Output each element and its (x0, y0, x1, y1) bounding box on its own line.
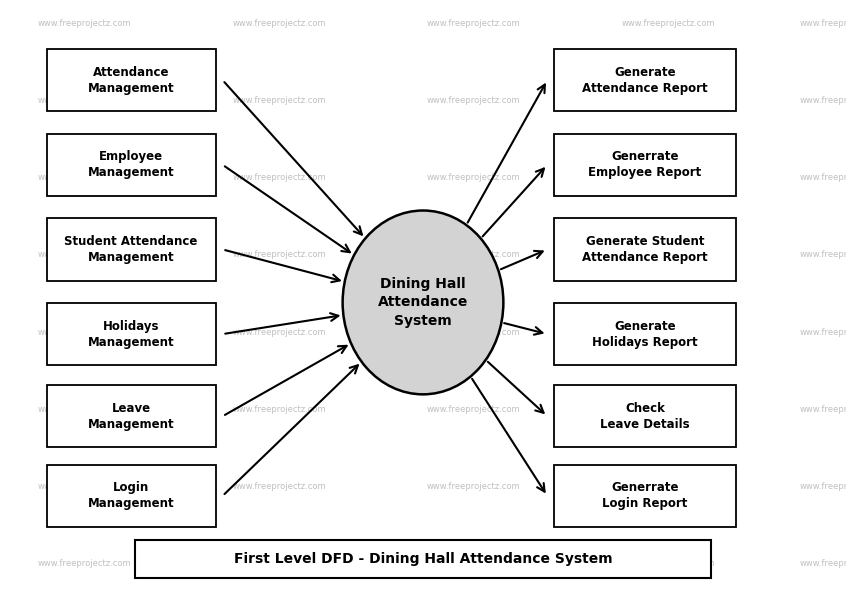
Text: www.freeprojectz.com: www.freeprojectz.com (38, 173, 131, 183)
Text: www.freeprojectz.com: www.freeprojectz.com (799, 404, 846, 414)
Text: www.freeprojectz.com: www.freeprojectz.com (233, 327, 326, 337)
Text: Generate
Holidays Report: Generate Holidays Report (592, 320, 698, 349)
Text: www.freeprojectz.com: www.freeprojectz.com (38, 404, 131, 414)
Text: www.freeprojectz.com: www.freeprojectz.com (427, 559, 520, 568)
Text: www.freeprojectz.com: www.freeprojectz.com (622, 250, 715, 260)
Text: www.freeprojectz.com: www.freeprojectz.com (233, 404, 326, 414)
FancyBboxPatch shape (554, 465, 736, 527)
Text: www.freeprojectz.com: www.freeprojectz.com (233, 96, 326, 106)
Text: www.freeprojectz.com: www.freeprojectz.com (799, 250, 846, 260)
FancyBboxPatch shape (554, 218, 736, 280)
FancyBboxPatch shape (47, 465, 216, 527)
Text: First Level DFD - Dining Hall Attendance System: First Level DFD - Dining Hall Attendance… (233, 552, 613, 566)
Text: www.freeprojectz.com: www.freeprojectz.com (799, 482, 846, 491)
Text: www.freeprojectz.com: www.freeprojectz.com (622, 96, 715, 106)
FancyBboxPatch shape (554, 385, 736, 447)
Text: Generate
Attendance Report: Generate Attendance Report (582, 66, 708, 94)
Text: www.freeprojectz.com: www.freeprojectz.com (233, 482, 326, 491)
FancyBboxPatch shape (554, 303, 736, 365)
FancyBboxPatch shape (554, 49, 736, 111)
Text: www.freeprojectz.com: www.freeprojectz.com (38, 250, 131, 260)
Text: www.freeprojectz.com: www.freeprojectz.com (38, 559, 131, 568)
Text: Login
Management: Login Management (88, 482, 174, 511)
Text: www.freeprojectz.com: www.freeprojectz.com (38, 96, 131, 106)
Text: www.freeprojectz.com: www.freeprojectz.com (427, 19, 520, 28)
Text: www.freeprojectz.com: www.freeprojectz.com (622, 482, 715, 491)
Text: www.freeprojectz.com: www.freeprojectz.com (799, 96, 846, 106)
Text: www.freeprojectz.com: www.freeprojectz.com (233, 559, 326, 568)
Text: www.freeprojectz.com: www.freeprojectz.com (799, 559, 846, 568)
Text: Student Attendance
Management: Student Attendance Management (64, 235, 198, 264)
Text: Employee
Management: Employee Management (88, 150, 174, 179)
FancyBboxPatch shape (47, 385, 216, 447)
FancyBboxPatch shape (135, 540, 711, 578)
FancyBboxPatch shape (554, 133, 736, 196)
Text: Attendance
Management: Attendance Management (88, 66, 174, 94)
Text: Generate Student
Attendance Report: Generate Student Attendance Report (582, 235, 708, 264)
Text: Generrate
Login Report: Generrate Login Report (602, 482, 688, 511)
Text: www.freeprojectz.com: www.freeprojectz.com (622, 404, 715, 414)
Text: www.freeprojectz.com: www.freeprojectz.com (427, 250, 520, 260)
Text: www.freeprojectz.com: www.freeprojectz.com (622, 173, 715, 183)
Text: www.freeprojectz.com: www.freeprojectz.com (622, 559, 715, 568)
Text: www.freeprojectz.com: www.freeprojectz.com (622, 327, 715, 337)
Text: www.freeprojectz.com: www.freeprojectz.com (233, 19, 326, 28)
Text: Generrate
Employee Report: Generrate Employee Report (589, 150, 701, 179)
Text: www.freeprojectz.com: www.freeprojectz.com (799, 327, 846, 337)
Text: www.freeprojectz.com: www.freeprojectz.com (427, 482, 520, 491)
Text: www.freeprojectz.com: www.freeprojectz.com (38, 327, 131, 337)
FancyBboxPatch shape (47, 133, 216, 196)
Text: www.freeprojectz.com: www.freeprojectz.com (799, 173, 846, 183)
Text: www.freeprojectz.com: www.freeprojectz.com (233, 173, 326, 183)
Text: www.freeprojectz.com: www.freeprojectz.com (38, 482, 131, 491)
FancyBboxPatch shape (47, 49, 216, 111)
Text: Check
Leave Details: Check Leave Details (601, 402, 689, 431)
FancyBboxPatch shape (47, 303, 216, 365)
Text: www.freeprojectz.com: www.freeprojectz.com (427, 404, 520, 414)
Text: www.freeprojectz.com: www.freeprojectz.com (799, 19, 846, 28)
FancyBboxPatch shape (47, 218, 216, 280)
Text: Leave
Management: Leave Management (88, 402, 174, 431)
Ellipse shape (343, 211, 503, 394)
Text: www.freeprojectz.com: www.freeprojectz.com (622, 19, 715, 28)
Text: www.freeprojectz.com: www.freeprojectz.com (427, 173, 520, 183)
Text: Holidays
Management: Holidays Management (88, 320, 174, 349)
Text: www.freeprojectz.com: www.freeprojectz.com (38, 19, 131, 28)
Text: Dining Hall
Attendance
System: Dining Hall Attendance System (378, 277, 468, 328)
Text: www.freeprojectz.com: www.freeprojectz.com (233, 250, 326, 260)
Text: www.freeprojectz.com: www.freeprojectz.com (427, 327, 520, 337)
Text: www.freeprojectz.com: www.freeprojectz.com (427, 96, 520, 106)
